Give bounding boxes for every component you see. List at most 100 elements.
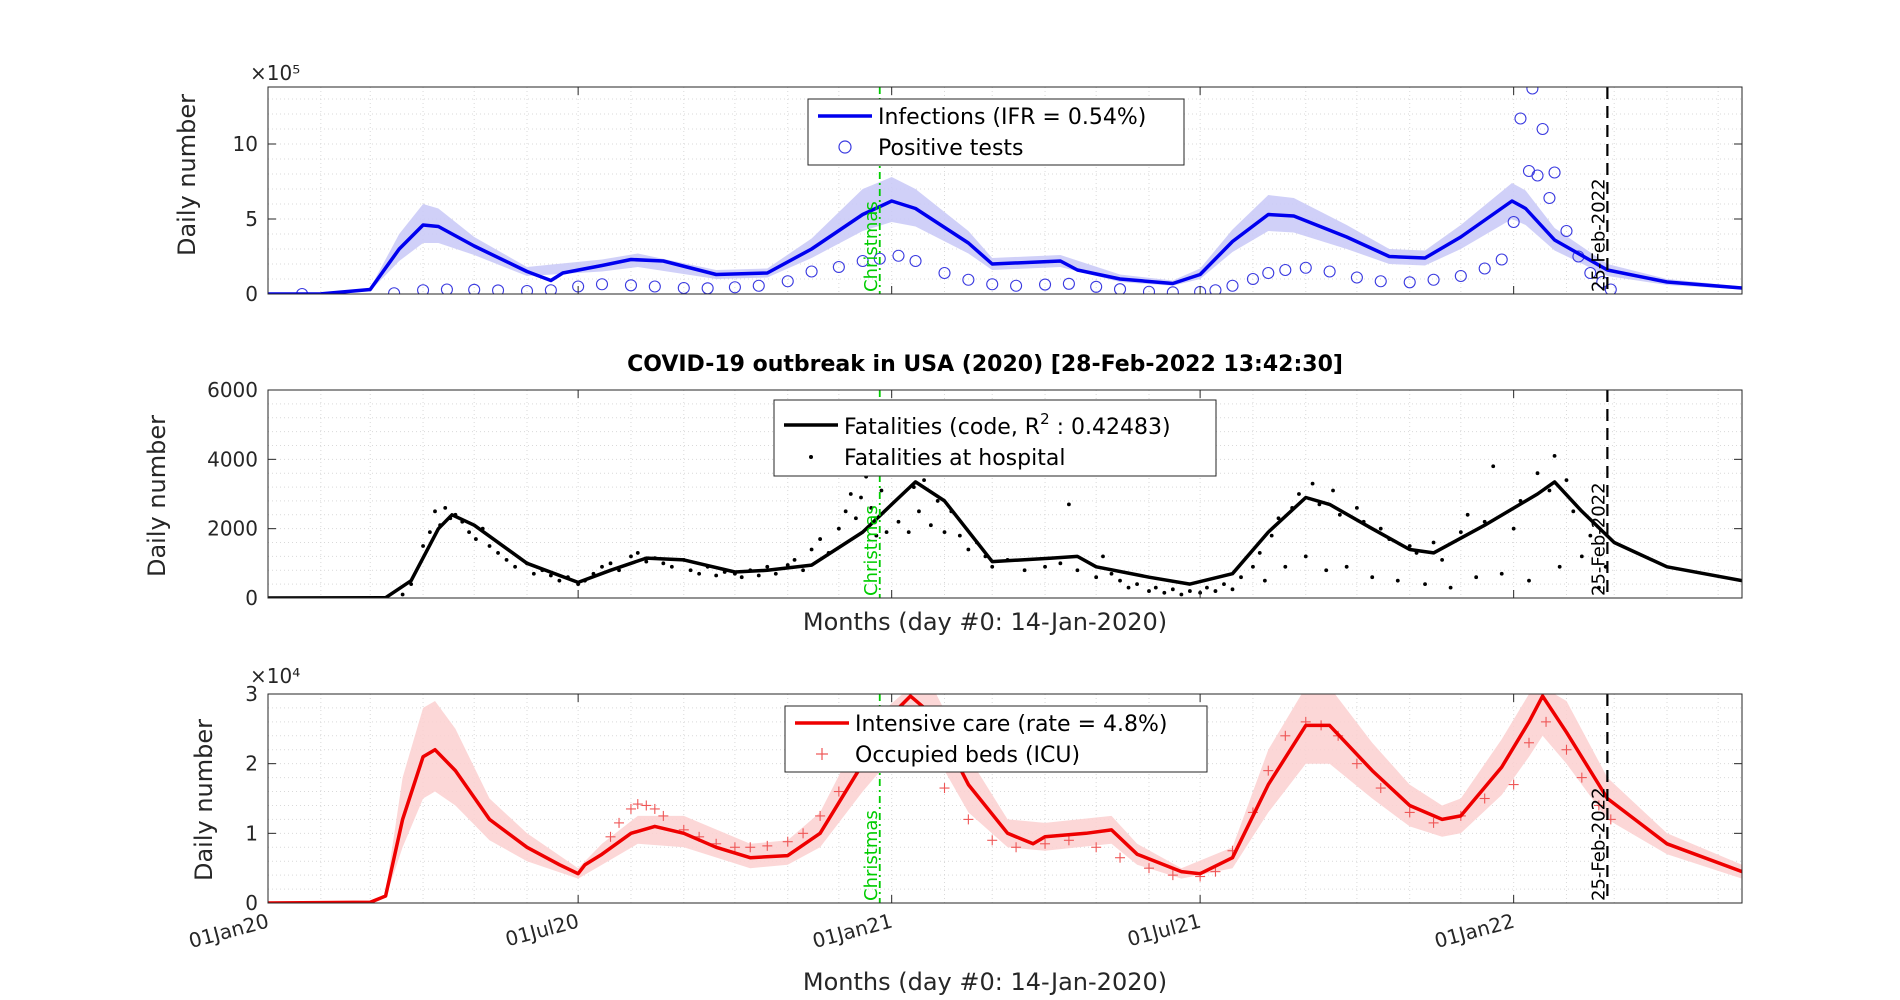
fatality-dot xyxy=(644,559,649,564)
fatality-dot xyxy=(906,530,911,535)
fatality-dot xyxy=(1118,578,1122,583)
fatality-dot xyxy=(739,575,744,580)
test-marker xyxy=(1246,272,1259,286)
fatality-dot xyxy=(874,533,879,538)
test-marker xyxy=(1166,286,1179,294)
x-tick-label: 01Jul20 xyxy=(503,909,582,952)
bed-marker xyxy=(649,803,660,814)
fatality-dot xyxy=(1511,526,1516,531)
fatalities-panel: Christmas 25-Feb-2022 0 2000 4000 6000 xyxy=(207,378,1743,610)
test-marker xyxy=(595,278,609,291)
test-marker xyxy=(1584,266,1597,280)
fatality-dot xyxy=(756,573,761,578)
fatality-dot xyxy=(1213,589,1218,593)
bed-marker xyxy=(1428,817,1439,828)
test-marker xyxy=(938,266,951,280)
fatality-dot xyxy=(1596,585,1601,590)
fatality-dot xyxy=(884,530,889,535)
bed-marker xyxy=(782,836,793,847)
legend-infections-label: Infections (IFR = 0.54%) xyxy=(878,105,1146,130)
fatality-dot xyxy=(1239,575,1243,580)
fatality-dot xyxy=(1109,571,1114,576)
confidence-band xyxy=(385,694,1742,899)
legend-beds-label: Occupied beds (ICU) xyxy=(855,743,1080,768)
fatality-dot xyxy=(635,551,640,555)
test-marker xyxy=(440,283,453,294)
fatality-dot xyxy=(433,509,437,514)
fatality-dot xyxy=(1571,509,1576,514)
bed-marker xyxy=(1210,866,1221,877)
fatality-dot xyxy=(1147,589,1151,593)
bed-marker xyxy=(1508,779,1519,790)
fatality-dot xyxy=(1337,512,1342,517)
legend-icu: Intensive care (rate = 4.8%) Occupied be… xyxy=(784,705,1208,773)
test-marker xyxy=(1062,277,1075,290)
bed-marker xyxy=(1541,716,1552,727)
fatality-dot xyxy=(1370,575,1375,580)
fatality-dot xyxy=(836,526,841,531)
fatality-dot xyxy=(1187,589,1192,593)
test-marker xyxy=(909,254,922,268)
y-tick-label: 3 xyxy=(245,682,258,706)
y-tick-label: 1 xyxy=(245,821,258,845)
christmas-label: Christmas xyxy=(861,201,882,292)
fatality-dot xyxy=(1283,564,1288,569)
fatality-dot xyxy=(421,544,425,548)
test-marker xyxy=(1478,262,1491,275)
bed-marker xyxy=(939,783,950,794)
test-marker xyxy=(1560,224,1573,238)
test-marker xyxy=(1209,284,1222,294)
bed-marker xyxy=(1063,835,1074,846)
test-marker xyxy=(1548,166,1561,179)
bed-marker xyxy=(605,831,616,842)
test-marker xyxy=(962,273,975,286)
fatality-dot xyxy=(1179,592,1184,597)
fatality-dot xyxy=(487,544,492,548)
x-tick-label: 01Jan21 xyxy=(810,909,895,953)
fatality-dot xyxy=(1276,516,1281,521)
fatality-dot xyxy=(935,499,940,503)
bed-marker xyxy=(658,810,669,821)
test-marker xyxy=(544,284,557,294)
y-axis-label-infections: Daily number xyxy=(173,94,201,256)
test-marker xyxy=(1403,276,1416,289)
fatality-dot xyxy=(928,523,933,528)
fatality-dot xyxy=(443,505,448,510)
fatality-dot xyxy=(1552,453,1557,458)
bed-marker xyxy=(729,842,740,853)
test-marker xyxy=(520,284,534,294)
bed-marker xyxy=(963,814,974,825)
fatality-dot xyxy=(1564,478,1569,483)
test-marker xyxy=(1010,279,1023,292)
fatality-dot xyxy=(1465,512,1470,517)
fatality-dot xyxy=(427,530,432,535)
fatality-dot xyxy=(1324,568,1329,573)
bed-marker xyxy=(1479,793,1490,804)
test-marker xyxy=(1427,273,1440,286)
test-marker xyxy=(1514,112,1527,125)
today-label: 25-Feb-2022 xyxy=(1588,787,1609,901)
axes-frame xyxy=(267,86,1743,295)
fatality-dot xyxy=(896,519,901,524)
legend-infections: Infections (IFR = 0.54%) Positive tests xyxy=(807,98,1185,166)
bed-marker xyxy=(1011,842,1022,853)
bed-marker xyxy=(614,817,625,828)
test-marker xyxy=(1374,275,1387,288)
fatality-dot xyxy=(792,557,797,562)
legend-icu-label: Intensive care (rate = 4.8%) xyxy=(855,712,1168,737)
fatality-dot xyxy=(848,492,853,496)
bed-marker xyxy=(1040,838,1051,849)
christmas-label: Christmas xyxy=(861,810,882,901)
test-marker xyxy=(296,287,309,294)
fatality-dot xyxy=(697,571,702,576)
test-marker xyxy=(892,249,905,262)
test-marker xyxy=(1090,280,1103,293)
test-marker xyxy=(1262,266,1275,280)
fatality-dot xyxy=(1557,564,1562,569)
legend-hospital-marker-swatch xyxy=(809,455,813,459)
legend-tests-label: Positive tests xyxy=(878,136,1024,161)
fatality-dot xyxy=(688,568,693,573)
fatality-dot xyxy=(1170,587,1175,592)
test-marker xyxy=(1507,215,1520,229)
fatality-dot xyxy=(773,571,778,576)
